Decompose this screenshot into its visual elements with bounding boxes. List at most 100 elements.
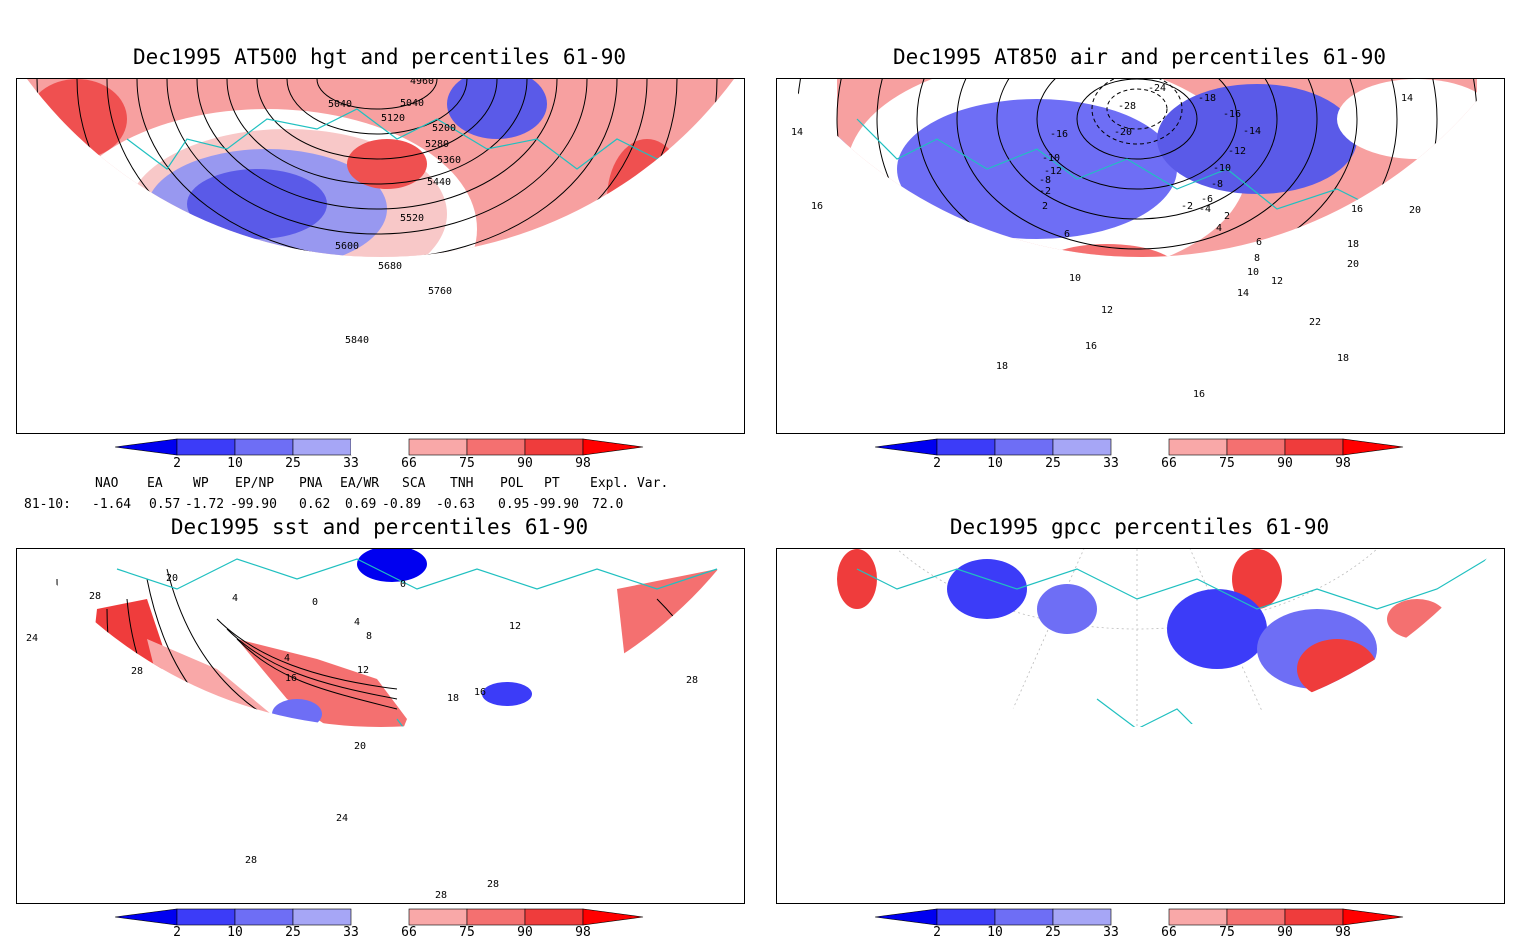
- panel-title-gpcc: Dec1995 gpcc percentiles 61-90: [949, 515, 1330, 539]
- contour-label: 18: [996, 361, 1008, 372]
- contour-label: 28: [131, 666, 143, 677]
- map-fill: [787, 549, 1494, 728]
- map-region: [357, 549, 427, 582]
- contour-label: -10: [1042, 153, 1060, 164]
- contour-label: 5600: [335, 241, 359, 252]
- contour-label: -20: [1114, 127, 1132, 138]
- colorbar-label: 33: [1103, 456, 1119, 471]
- colorbar-label: 2: [933, 456, 941, 471]
- colorbar-label: 90: [1277, 925, 1293, 940]
- index-header-nao: NAO: [95, 476, 119, 491]
- index-value-tnh: -0.63: [436, 497, 476, 512]
- colorbar-label: 10: [227, 925, 243, 940]
- colorbar-label: 75: [1219, 456, 1235, 471]
- contour-label: 5200: [432, 123, 456, 134]
- colorbar-sst: 2 10 25 33 66 75 90 98: [114, 908, 645, 940]
- index-value-nao: -1.64: [92, 497, 132, 512]
- contour-label: -6: [1201, 194, 1213, 205]
- contour-label: -28: [1118, 101, 1136, 112]
- contour-label: 5280: [425, 139, 449, 150]
- map-region: [1107, 739, 1287, 859]
- contour-label: 12: [357, 665, 369, 676]
- contour-label: 28: [487, 879, 499, 890]
- index-value-pt: -99.90: [532, 497, 579, 512]
- map-region: [1297, 639, 1377, 699]
- map-region: [482, 682, 532, 706]
- contour-label: 20: [354, 741, 366, 752]
- colorbar-label: 2: [933, 925, 941, 940]
- contour-label: 5680: [378, 261, 402, 272]
- contour-label: 12: [1271, 276, 1283, 287]
- colorbar-label: 10: [987, 456, 1003, 471]
- contour-label: 10: [1069, 273, 1081, 284]
- colorbar-label: 10: [227, 456, 243, 471]
- contour-label: 4: [232, 593, 238, 604]
- colorbar-gpcc: 2 10 25 33 66 75 90 98: [874, 908, 1405, 940]
- contour-label: 28: [435, 890, 447, 901]
- contour-label: 16: [474, 687, 486, 698]
- contour-label: -14: [1243, 126, 1261, 137]
- map-region: [1337, 79, 1494, 159]
- colorbar-scale: [114, 908, 644, 926]
- map-region: [1387, 599, 1447, 639]
- map-region: [1107, 779, 1187, 839]
- contour-label: 10: [1247, 267, 1259, 278]
- map-region: [1037, 244, 1177, 258]
- contour-label: 8: [1254, 253, 1260, 264]
- index-header-wp: WP: [193, 476, 209, 491]
- colorbar-label: 66: [401, 456, 417, 471]
- contour-label: 24: [26, 633, 38, 644]
- index-header-pna: PNA: [299, 476, 323, 491]
- panel-title-hgt500: Dec1995 AT500 hgt and percentiles 61-90: [132, 45, 627, 69]
- index-header-eawr: EA/WR: [340, 476, 380, 491]
- colorbar-label: 33: [343, 456, 359, 471]
- colorbar-label: 90: [517, 925, 533, 940]
- colorbar-scale: [874, 438, 1404, 456]
- index-value-epnp: -99.90: [230, 497, 277, 512]
- contour-label: 16: [1193, 389, 1205, 400]
- index-value-pol: 0.95: [498, 497, 530, 512]
- contour-label: -8: [1039, 175, 1051, 186]
- index-value-sca: -0.89: [382, 497, 422, 512]
- contour-label: 5040: [328, 99, 352, 110]
- map-region: [847, 269, 1067, 389]
- map-region: [867, 754, 927, 804]
- contour-label: -2: [1181, 201, 1193, 212]
- colorbar-label: 25: [285, 456, 301, 471]
- contour-label: 4: [1216, 223, 1222, 234]
- index-row-label: 81-10:: [24, 497, 71, 512]
- map-region: [447, 79, 547, 139]
- contour-label: 12: [1101, 305, 1113, 316]
- colorbar-label: 2: [173, 925, 181, 940]
- map-region: [802, 649, 872, 728]
- map-region: [347, 329, 687, 429]
- contour-label: 5520: [400, 213, 424, 224]
- map-air850: -24 -18 -16 -14 -12 -10 -8 -6 -4 -2 2 4 …: [787, 79, 1494, 433]
- map-region: [1257, 714, 1337, 728]
- contour-label: 28: [245, 855, 257, 866]
- map-region: [187, 169, 327, 239]
- contour-label: 28: [89, 591, 101, 602]
- contour-label: 6: [1256, 237, 1262, 248]
- index-header-explvar: Expl. Var.: [590, 476, 669, 491]
- contour-label: 4: [354, 617, 360, 628]
- index-header-pt: PT: [544, 476, 560, 491]
- index-header-ea: EA: [147, 476, 163, 491]
- index-value-explvar: 72.0: [592, 497, 624, 512]
- contour-label: -16: [1223, 109, 1241, 120]
- colorbar-scale: [874, 908, 1404, 926]
- index-header-epnp: EP/NP: [235, 476, 275, 491]
- colorbar-label: 66: [1161, 925, 1177, 940]
- contour-label: 20: [1409, 205, 1421, 216]
- contour-label: -2: [1039, 186, 1051, 197]
- index-value-ea: 0.57: [149, 497, 181, 512]
- map-hgt500: 4960 5040 5040 5120 5200 5280 5360 5440 …: [27, 79, 734, 429]
- contour-label: 5840: [345, 335, 369, 346]
- contour-label: -18: [1198, 93, 1216, 104]
- map-sst: 20 28 24 4 0 4 8 4 12 16 16 18 20 24 28 …: [26, 549, 734, 901]
- contour-label: 5040: [400, 98, 424, 109]
- map-region: [837, 549, 877, 609]
- contour-label: 0: [400, 579, 406, 590]
- index-header-sca: SCA: [402, 476, 426, 491]
- map-region: [887, 369, 1387, 433]
